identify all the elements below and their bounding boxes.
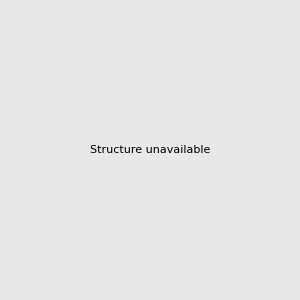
Text: Structure unavailable: Structure unavailable <box>90 145 210 155</box>
